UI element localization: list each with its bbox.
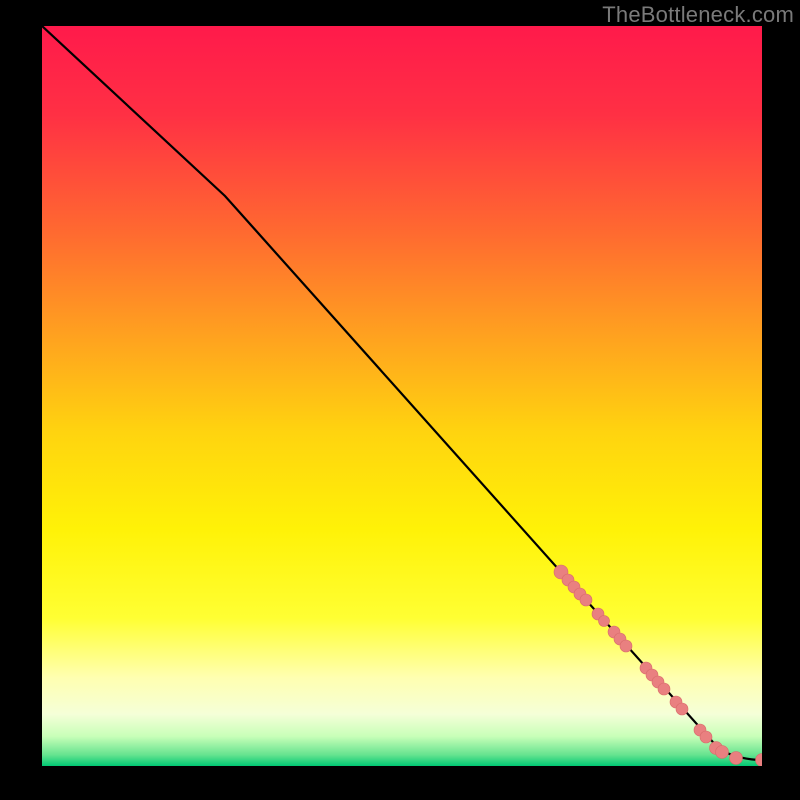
data-marker [730, 752, 743, 765]
data-marker [676, 703, 688, 715]
data-marker [658, 683, 670, 695]
data-marker [756, 754, 769, 767]
chart-svg [0, 0, 800, 800]
watermark-text: TheBottleneck.com [602, 2, 794, 28]
data-marker [700, 731, 712, 743]
data-marker [620, 640, 632, 652]
data-marker [599, 616, 610, 627]
data-marker [716, 746, 729, 759]
data-marker [580, 594, 592, 606]
chart-stage: TheBottleneck.com [0, 0, 800, 800]
plot-background [42, 26, 762, 766]
